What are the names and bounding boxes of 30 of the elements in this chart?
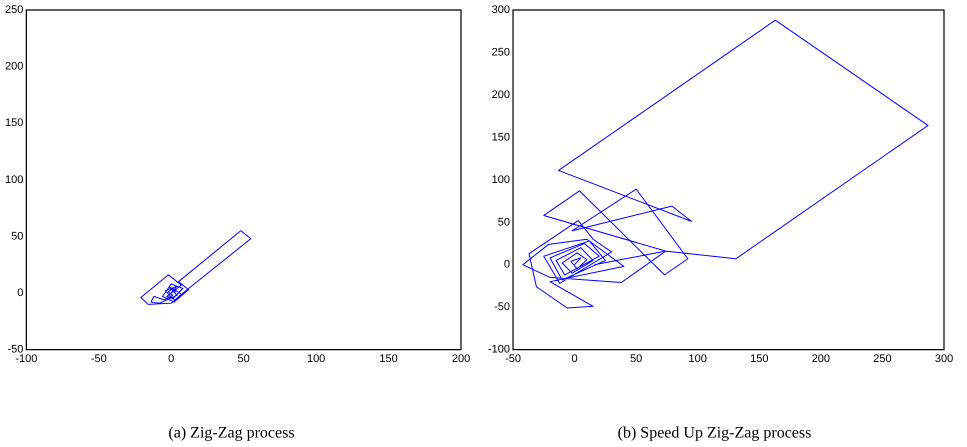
x-tick-label: 150	[379, 353, 398, 366]
y-tick-label: 150	[492, 131, 510, 144]
y-tick-label: 200	[4, 60, 24, 73]
y-tick-label: 50	[11, 230, 24, 242]
x-tick-label: 150	[750, 353, 768, 366]
y-tick-label: -50	[494, 301, 510, 314]
x-tick-label: 300	[934, 353, 954, 366]
y-tick-label: 100	[4, 174, 24, 186]
x-tick-label: 250	[873, 353, 892, 366]
x-tick-label: 0	[572, 353, 578, 366]
x-tick-label: 100	[306, 353, 326, 366]
x-tick-label: 200	[812, 353, 830, 366]
y-tick-label: 250	[492, 46, 510, 58]
y-tick-label: -100	[488, 344, 510, 356]
y-tick-label: 0	[504, 258, 510, 271]
y-tick-label: 250	[4, 4, 24, 16]
y-tick-label: 150	[4, 117, 24, 130]
x-tick-label: 200	[452, 353, 470, 366]
x-tick-label: 50	[238, 353, 250, 366]
y-tick-label: 100	[492, 174, 510, 186]
x-tick-label: 0	[168, 353, 174, 366]
y-tick-label: 0	[17, 287, 24, 300]
y-tick-label: 50	[498, 216, 510, 228]
text: (b) Speed Up Zig-Zag process	[618, 424, 812, 442]
x-tick-label: -50	[90, 353, 107, 366]
y-tick-label: 200	[492, 88, 510, 101]
x-tick-label: 100	[688, 353, 707, 366]
x-tick-label: 50	[630, 353, 642, 366]
y-tick-label: 300	[492, 4, 510, 16]
text: (a) Zig-Zag process	[168, 424, 295, 442]
